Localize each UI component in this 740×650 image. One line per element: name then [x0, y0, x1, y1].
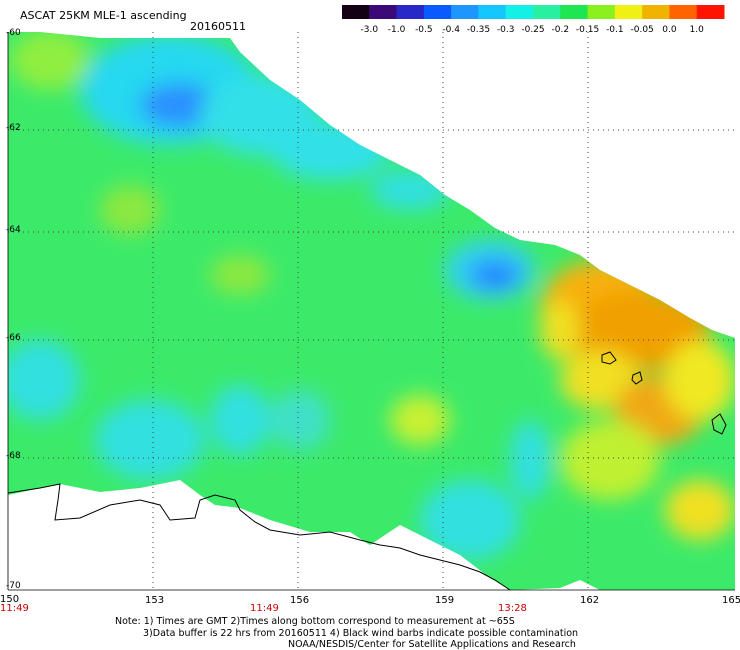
colorbar-swatches — [342, 5, 725, 19]
time-label: 11:49 — [250, 603, 279, 614]
lat-label: -66 — [6, 333, 21, 343]
lon-label: 150 — [0, 594, 19, 605]
lon-labels: 150 153 156 159 162 165 — [0, 594, 740, 606]
colorbar-swatch — [642, 5, 670, 19]
colorbar-label: -1.0 — [388, 25, 406, 35]
colorbar-swatch — [560, 5, 589, 19]
time-labels: 11:49 11:49 13:28 — [0, 603, 527, 614]
colorbar-label: -0.4 — [442, 25, 460, 35]
colorbar-swatch — [423, 5, 452, 19]
colorbar-label: -0.2 — [552, 25, 570, 35]
colorbar-label: -0.5 — [415, 25, 433, 35]
lat-label: -64 — [6, 225, 21, 235]
lon-label: 159 — [435, 595, 454, 606]
lon-label: 162 — [580, 595, 599, 606]
coastline — [7, 351, 727, 591]
colorbar-label: 0.0 — [662, 25, 677, 35]
colorbar-swatch — [478, 5, 507, 19]
chart-title: ASCAT 25KM MLE-1 ascending — [20, 9, 187, 22]
note-line-1: Note: 1) Times are GMT 2)Times along bot… — [115, 616, 515, 627]
chart-date: 20160511 — [190, 20, 246, 33]
colorbar-swatch — [587, 5, 616, 19]
colorbar-swatch — [533, 5, 561, 19]
colorbar-label: -0.25 — [521, 25, 544, 35]
colorbar-label: -0.15 — [576, 25, 599, 35]
colorbar-swatch — [342, 5, 370, 19]
time-label: 11:49 — [0, 603, 29, 614]
colorbar-label: -0.3 — [497, 25, 515, 35]
colorbar-label: 1.0 — [690, 25, 705, 35]
lat-label: -60 — [6, 28, 21, 38]
colorbar-label: -3.0 — [361, 25, 379, 35]
ice-field — [8, 32, 735, 590]
note-line-2: 3)Data buffer is 22 hrs from 20160511 4)… — [143, 628, 579, 639]
colorbar-label: -0.05 — [630, 25, 653, 35]
colorbar-labels: -3.0 -1.0 -0.5 -0.4 -0.35 -0.3 -0.25 -0.… — [361, 25, 705, 35]
lon-label: 156 — [290, 595, 309, 606]
colorbar-label: -0.1 — [606, 25, 624, 35]
colorbar-swatch — [369, 5, 398, 19]
note-line-3: NOAA/NESDIS/Center for Satellite Applica… — [288, 639, 576, 650]
colorbar-swatch — [614, 5, 643, 19]
colorbar-swatch — [451, 5, 479, 19]
colorbar-label: -0.35 — [467, 25, 490, 35]
time-label: 13:28 — [498, 603, 527, 614]
colorbar: -3.0 -1.0 -0.5 -0.4 -0.35 -0.3 -0.25 -0.… — [342, 5, 725, 35]
lat-label: -68 — [6, 451, 21, 461]
colorbar-swatch — [696, 5, 725, 19]
lat-label: -70 — [6, 581, 21, 591]
lon-label: 165 — [722, 595, 740, 606]
lat-label: -62 — [6, 123, 21, 133]
colorbar-swatch — [505, 5, 534, 19]
grid — [8, 32, 735, 590]
colorbar-swatch — [396, 5, 425, 19]
colorbar-swatch — [669, 5, 698, 19]
lon-label: 153 — [145, 595, 164, 606]
lat-labels: -60 -62 -64 -66 -68 -70 — [6, 28, 21, 591]
